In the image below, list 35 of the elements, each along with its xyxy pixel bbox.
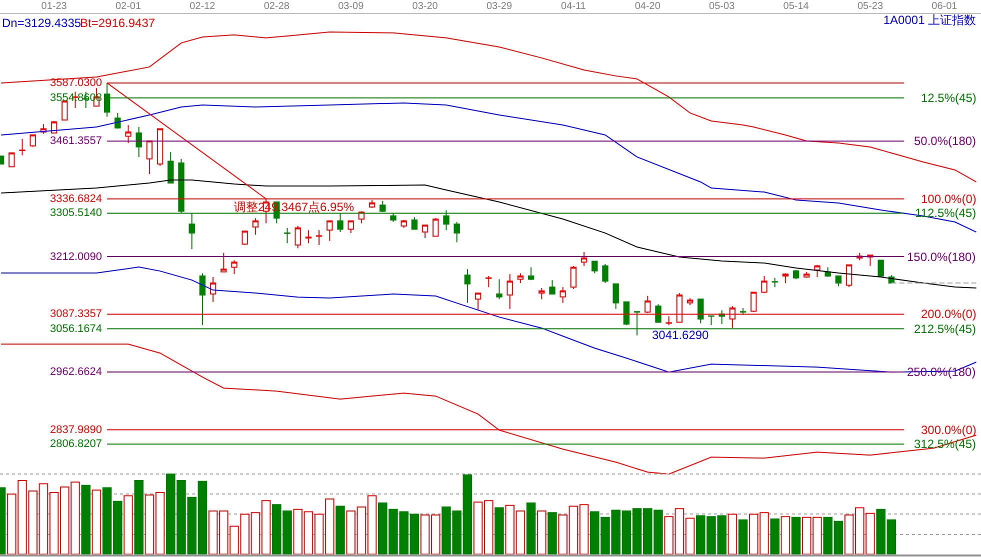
- ref-line-label: 3587.0300: [50, 77, 102, 89]
- x-tick-label: 04-11: [561, 1, 586, 12]
- ref-line-label: 3461.3557: [50, 135, 102, 147]
- x-tick-label: 03-09: [338, 1, 364, 12]
- annotation: 100.0%(0): [921, 192, 976, 206]
- annotation: Bt=2916.9437: [80, 16, 156, 30]
- x-tick-label: 02-01: [115, 1, 142, 12]
- annotation: 212.5%(45): [914, 322, 976, 336]
- ref-line-label: 3087.3357: [50, 308, 102, 320]
- ref-line-label: 3056.1674: [50, 323, 102, 335]
- annotation: Dn=3129.4335: [2, 16, 82, 30]
- annotation: 300.0%(0): [921, 423, 976, 437]
- x-tick-label: 02-28: [264, 1, 290, 12]
- x-tick-label: 03-29: [486, 1, 512, 12]
- x-tick-label: 04-20: [634, 1, 661, 12]
- ref-line-label: 2837.9890: [50, 424, 102, 436]
- x-tick-label: 06-01: [932, 1, 958, 12]
- x-tick-label: 05-14: [783, 1, 810, 12]
- x-tick-label: 05-23: [857, 1, 884, 12]
- ref-line-label: 2962.6624: [50, 366, 102, 378]
- ref-line-label: 3212.0090: [50, 251, 102, 263]
- annotation: 50.0%(180): [914, 134, 976, 148]
- x-tick-label: 01-23: [41, 1, 68, 12]
- ref-line-label: 3305.5140: [50, 207, 102, 219]
- x-tick-label: 02-12: [190, 1, 216, 12]
- x-tick-label: 05-03: [709, 1, 736, 12]
- annotation: 200.0%(0): [921, 307, 976, 321]
- annotation: 12.5%(45): [921, 91, 976, 105]
- x-tick-label: 03-20: [412, 1, 438, 12]
- annotation: 112.5%(45): [915, 206, 976, 220]
- chart-title: 1A0001 上证指数: [883, 13, 976, 28]
- ref-line-label: 3336.6824: [50, 193, 102, 205]
- ref-line-label: 2806.8207: [50, 438, 102, 450]
- annotation: 150.0%(180): [907, 250, 976, 264]
- annotation: 3041.6290: [652, 328, 710, 342]
